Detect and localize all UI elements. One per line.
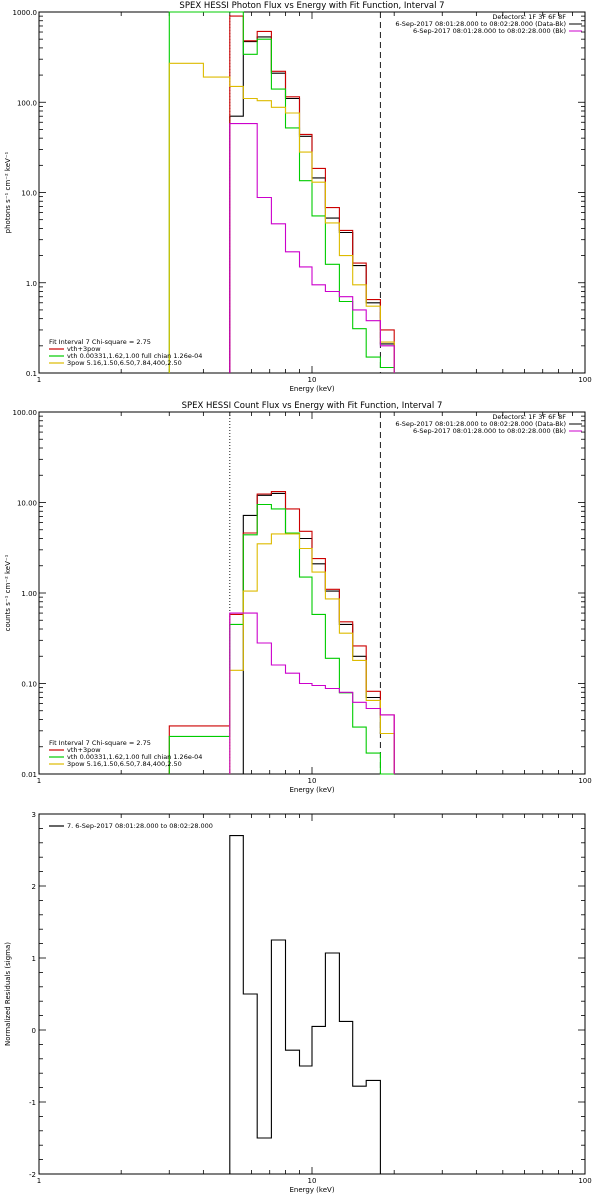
series-0-histogram: [242, 492, 395, 774]
y-tick-label: -2: [29, 1171, 36, 1179]
y-tick-label: 0.1: [26, 370, 37, 378]
series-2-histogram: [168, 503, 395, 775]
count-flux-panel: SPEX HESSI Count Flux vs Energy with Fit…: [4, 401, 592, 794]
photon-flux-panel: SPEX HESSI Photon Flux vs Energy with Fi…: [4, 1, 592, 393]
series-4-histogram: [229, 612, 395, 774]
legend-label: vth 0.00331,1.62,1.00 full chian 1.26e-0…: [67, 753, 202, 761]
legend-label: vth+3pow: [67, 345, 101, 353]
x-axis-label: Energy (keV): [289, 786, 334, 794]
x-axis-label: Energy (keV): [289, 385, 334, 393]
x-tick-label: 100: [578, 1177, 591, 1185]
y-tick-label: 0: [32, 1027, 36, 1035]
chart-title: SPEX HESSI Count Flux vs Energy with Fit…: [182, 401, 443, 411]
x-tick-label: 100: [578, 777, 591, 785]
legend-label: vth 0.00331,1.62,1.00 full chian 1.26e-0…: [67, 352, 202, 360]
y-tick-label: 10.00: [17, 500, 37, 508]
chart-title: SPEX HESSI Photon Flux vs Energy with Fi…: [179, 1, 444, 11]
y-axis-label: Normalized Residuals (sigma): [4, 942, 12, 1046]
info-line: Detectors: 1F 3F 6F 8F: [492, 413, 566, 421]
y-tick-label: 100.00: [13, 409, 38, 417]
series-2-histogram: [168, 11, 395, 373]
x-tick-label: 10: [308, 1177, 317, 1185]
y-tick-label: 3: [32, 811, 36, 819]
legend-label: 3pow 5.16,1.50,6.50,7.84,400,2.50: [67, 760, 182, 768]
series-0-histogram: [229, 835, 381, 1174]
x-tick-label: 100: [578, 376, 591, 384]
x-tick-label: 1: [37, 1177, 41, 1185]
series-3-histogram: [168, 62, 395, 373]
y-axis-label: photons s⁻¹ cm⁻² keV⁻¹: [4, 151, 12, 233]
info-line: 6-Sep-2017 08:01:28.000 to 08:02:28.000 …: [413, 427, 566, 435]
y-tick-label: 1000.0: [13, 9, 38, 17]
y-tick-label: 1: [32, 955, 36, 963]
series-4-histogram: [229, 123, 395, 373]
y-tick-label: 1.0: [26, 280, 37, 288]
y-tick-label: 10.0: [21, 190, 37, 198]
plot-frame: [38, 813, 586, 1175]
y-tick-label: 1.00: [21, 590, 37, 598]
y-axis-label: counts s⁻¹ cm⁻² keV⁻¹: [4, 554, 12, 631]
x-tick-label: 10: [308, 777, 317, 785]
info-line: 6-Sep-2017 08:01:28.000 to 08:02:28.000 …: [395, 20, 566, 28]
fit-interval-text: Fit Interval 7 Chi-square = 2.75: [49, 739, 151, 747]
y-tick-label: 100.0: [17, 99, 37, 107]
y-tick-label: 0.01: [21, 771, 37, 779]
x-tick-label: 1: [37, 376, 41, 384]
y-tick-label: 0.10: [21, 681, 37, 689]
residuals-panel: 1 10 100 Energy (keV) -2 -1 0 1 2 3 Normalized Res…: [4, 811, 592, 1194]
fit-interval-text: Fit Interval 7 Chi-square = 2.75: [49, 338, 151, 346]
x-axis-label: Energy (keV): [289, 1186, 334, 1194]
y-tick-label: 2: [32, 883, 36, 891]
y-tick-label: -1: [29, 1099, 36, 1107]
legend-label: 3pow 5.16,1.50,6.50,7.84,400,2.50: [67, 359, 182, 367]
info-line: 6-Sep-2017 08:01:28.000 to 08:02:28.000 …: [395, 420, 566, 428]
x-tick-label: 10: [308, 376, 317, 384]
x-tick-label: 1: [37, 777, 41, 785]
info-line: 6-Sep-2017 08:01:28.000 to 08:02:28.000 …: [413, 27, 566, 35]
series-3-histogram: [229, 533, 395, 774]
legend-label: 7. 6-Sep-2017 08:01:28.000 to 08:02:28.0…: [67, 822, 213, 830]
legend-label: vth+3pow: [67, 746, 101, 754]
info-line: Detectors: 1F 3F 6F 8F: [492, 13, 566, 21]
